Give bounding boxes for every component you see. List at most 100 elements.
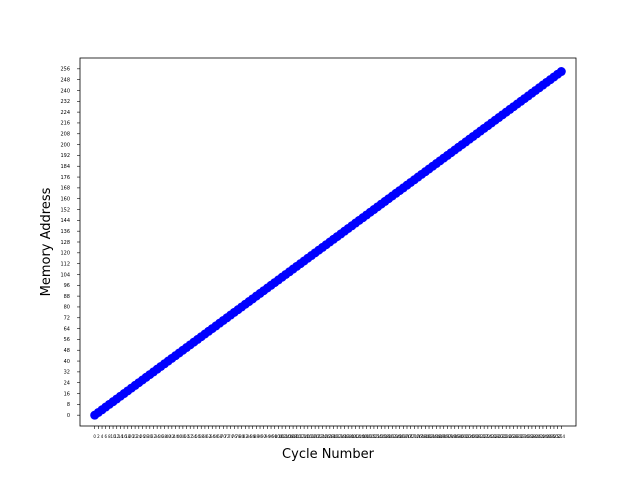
- x-tick-label: 212: [480, 434, 488, 439]
- x-tick-label: 4: [101, 434, 104, 439]
- x-tick-label: 80: [239, 434, 245, 439]
- y-tick-label: 112: [60, 261, 70, 267]
- y-axis-ticks: 0 8 16 24 32 40 48 56 64 72 80 88 96 104 112 120 128 136 1…: [60, 67, 80, 419]
- y-tick-label: 80: [64, 305, 70, 311]
- x-tick-label: 240: [532, 434, 540, 439]
- x-tick-label: 74: [228, 434, 234, 439]
- y-tick-label: 48: [64, 348, 70, 354]
- x-tick-label: 136: [341, 434, 349, 439]
- x-tick-label: 70: [221, 434, 227, 439]
- x-tick-label: 22: [133, 434, 139, 439]
- y-tick-label: 248: [60, 77, 70, 83]
- x-tick-label: 140: [348, 434, 356, 439]
- x-tick-label: 86: [250, 434, 256, 439]
- x-tick-label: 100: [275, 434, 283, 439]
- y-tick-label: 256: [60, 67, 70, 73]
- y-tick-label: 8: [67, 402, 70, 408]
- x-tick-label: 180: [422, 434, 430, 439]
- x-tick-label: 174: [411, 434, 419, 439]
- x-tick-label: 190: [440, 434, 448, 439]
- y-tick-label: 216: [60, 121, 70, 127]
- x-tick-label: 60: [202, 434, 208, 439]
- x-tick-label: 252: [554, 434, 562, 439]
- y-tick-label: 120: [60, 251, 70, 257]
- x-tick-label: 164: [392, 434, 400, 439]
- x-tick-label: 14: [118, 434, 124, 439]
- x-tick-label: 112: [297, 434, 305, 439]
- x-tick-label: 196: [451, 434, 459, 439]
- x-tick-label: 76: [232, 434, 238, 439]
- x-tick-label: 172: [407, 434, 415, 439]
- x-tick-label: 118: [308, 434, 316, 439]
- y-tick-label: 40: [64, 359, 70, 365]
- x-tick-label: 72: [224, 434, 230, 439]
- x-tick-label: 122: [315, 434, 323, 439]
- x-tick-label: 188: [436, 434, 444, 439]
- x-tick-label: 236: [524, 434, 532, 439]
- y-tick-label: 144: [60, 218, 70, 224]
- x-tick-label: 2: [97, 434, 100, 439]
- x-tick-label: 56: [195, 434, 201, 439]
- x-tick-label: 96: [269, 434, 275, 439]
- x-tick-label: 250: [550, 434, 558, 439]
- x-tick-label: 144: [355, 434, 363, 439]
- x-tick-label: 248: [546, 434, 554, 439]
- x-tick-label: 130: [330, 434, 338, 439]
- x-tick-label: 110: [293, 434, 301, 439]
- x-tick-label: 184: [429, 434, 437, 439]
- x-tick-label: 0: [93, 434, 96, 439]
- y-tick-label: 224: [60, 110, 70, 116]
- y-tick-label: 88: [64, 294, 70, 300]
- x-tick-label: 6: [104, 434, 107, 439]
- x-tick-label: 246: [543, 434, 551, 439]
- x-tick-label: 134: [337, 434, 345, 439]
- y-tick-label: 176: [60, 175, 70, 181]
- x-tick-label: 176: [414, 434, 422, 439]
- data-series: [90, 67, 566, 420]
- x-tick-label: 52: [188, 434, 194, 439]
- x-tick-label: 114: [300, 434, 308, 439]
- x-tick-label: 220: [495, 434, 503, 439]
- x-tick-label: 206: [469, 434, 477, 439]
- y-tick-label: 152: [60, 207, 70, 213]
- y-tick-label: 72: [64, 316, 70, 322]
- x-tick-label: 228: [510, 434, 518, 439]
- x-tick-label: 46: [177, 434, 183, 439]
- x-tick-label: 168: [399, 434, 407, 439]
- x-tick-label: 98: [272, 434, 278, 439]
- x-tick-label: 66: [213, 434, 219, 439]
- x-tick-label: 30: [147, 434, 153, 439]
- x-tick-label: 158: [381, 434, 389, 439]
- x-tick-label: 186: [433, 434, 441, 439]
- x-tick-label: 142: [352, 434, 360, 439]
- x-tick-label: 48: [180, 434, 186, 439]
- x-tick-label: 8: [108, 434, 111, 439]
- x-tick-label: 62: [206, 434, 212, 439]
- x-tick-label: 116: [304, 434, 312, 439]
- x-tick-label: 146: [359, 434, 367, 439]
- x-tick-label: 10: [111, 434, 117, 439]
- x-tick-label: 78: [235, 434, 241, 439]
- x-tick-label: 230: [513, 434, 521, 439]
- x-tick-label: 38: [162, 434, 168, 439]
- x-tick-label: 178: [418, 434, 426, 439]
- y-tick-label: 96: [64, 283, 70, 289]
- x-tick-label: 82: [243, 434, 249, 439]
- y-tick-label: 32: [64, 370, 70, 376]
- x-tick-label: 128: [326, 434, 334, 439]
- x-tick-label: 20: [129, 434, 135, 439]
- x-tick-label: 104: [282, 434, 290, 439]
- x-tick-label: 58: [199, 434, 205, 439]
- x-tick-label: 170: [403, 434, 411, 439]
- x-tick-label: 94: [265, 434, 271, 439]
- x-tick-label: 102: [278, 434, 286, 439]
- x-tick-label: 120: [311, 434, 319, 439]
- x-tick-label: 126: [322, 434, 330, 439]
- x-tick-label: 84: [246, 434, 252, 439]
- x-tick-label: 138: [344, 434, 352, 439]
- x-tick-label: 214: [484, 434, 492, 439]
- y-tick-label: 192: [60, 153, 70, 159]
- x-tick-label: 182: [425, 434, 433, 439]
- x-tick-label: 106: [286, 434, 294, 439]
